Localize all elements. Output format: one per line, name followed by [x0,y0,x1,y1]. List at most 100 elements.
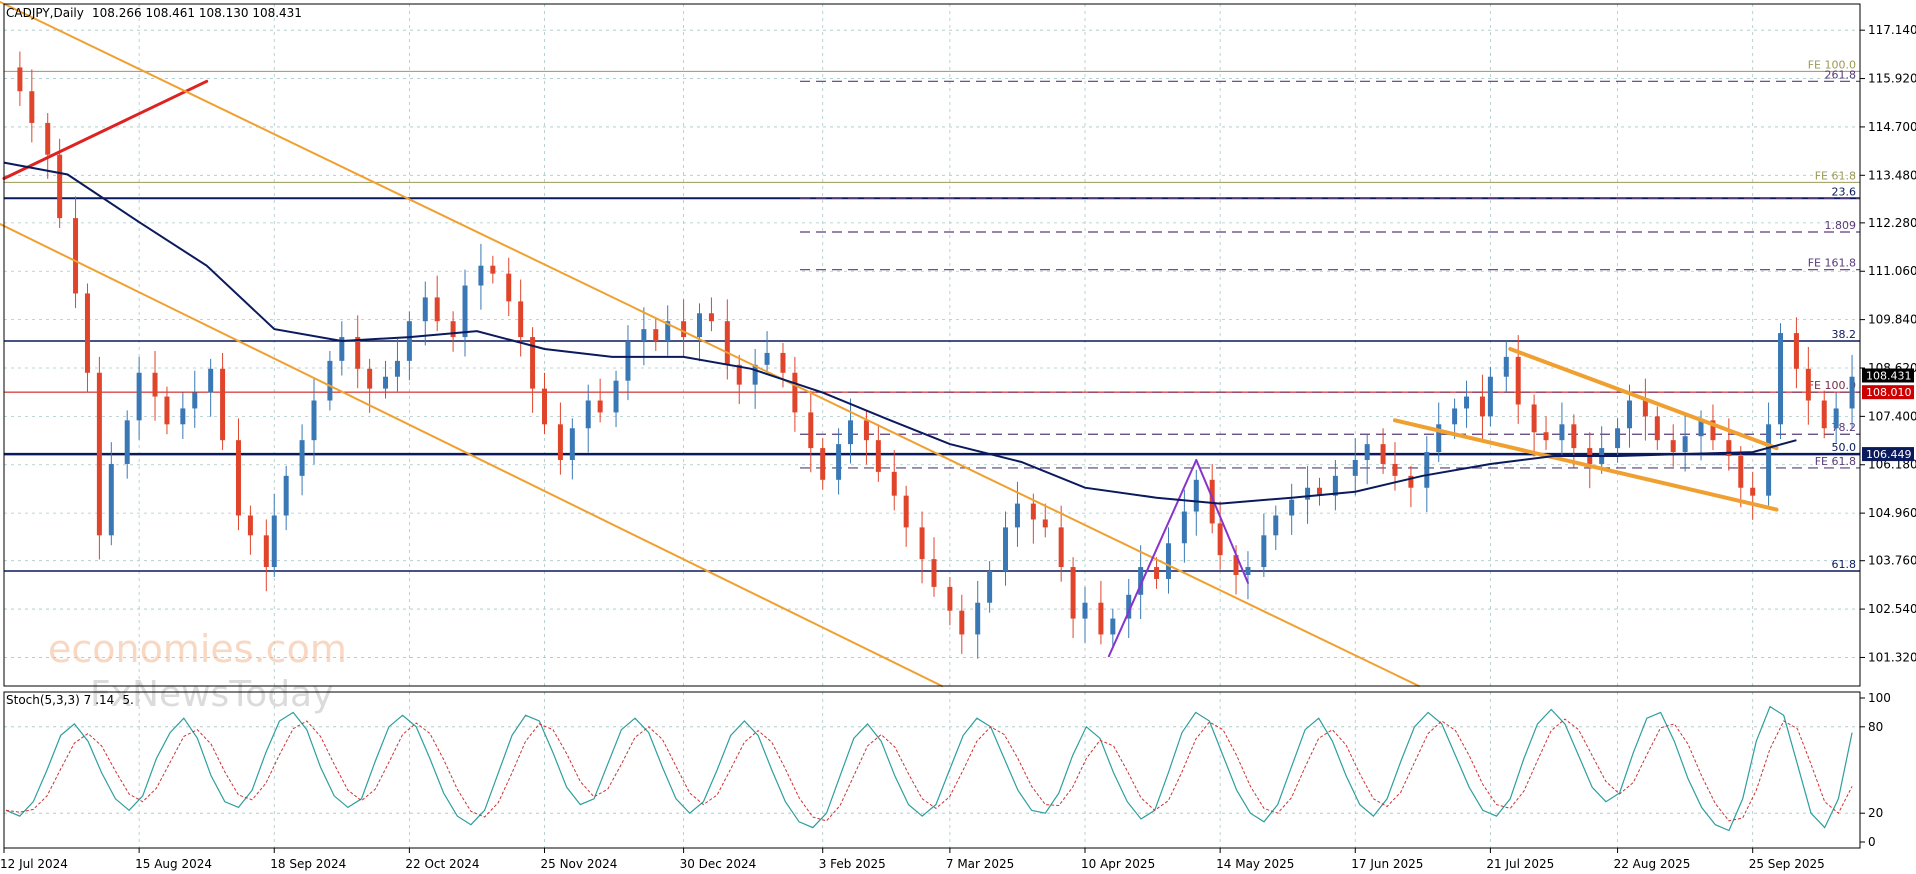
candle-body [355,337,361,369]
candle-body [697,313,703,338]
candle-body [1515,356,1521,405]
candlesticks [17,51,1855,659]
candle-body [1042,519,1048,528]
fib-label: FE 161.8 [1808,257,1856,270]
candle-body [1464,396,1470,409]
level-label: 50.0 [1832,441,1857,454]
candle-body [152,372,158,397]
candle-body [1233,555,1239,575]
candle-body [84,293,90,373]
stoch-label-tail: 5. [122,693,133,707]
stochastic-panel [4,705,1860,832]
candle-body [1436,424,1442,453]
watermark-text: economies.com [48,627,347,671]
candle-body [247,515,253,536]
trendline [0,222,943,687]
price-tag-label: 108.010 [1866,386,1912,399]
candle-body [1030,503,1036,520]
candle-body [311,400,317,441]
price-tick-label: 109.840 [1868,313,1916,327]
trendline [1508,346,1779,451]
price-tag-bg [1862,368,1914,383]
candle-body [1821,400,1827,429]
date-tick-label: 18 Sep 2024 [270,857,346,871]
candle-body [450,321,456,338]
candle-body [1014,503,1020,528]
candle-body [959,610,965,635]
price-panel-frame [3,3,1861,687]
candle-body [164,396,170,425]
candle-body [434,297,440,322]
date-tick-label: 30 Dec 2024 [680,857,757,871]
candle-body [947,586,953,611]
candle-body [1098,602,1104,635]
candle-body [506,273,512,302]
candle-body [96,372,102,536]
candle-body [764,352,770,365]
candle-body [1642,400,1648,417]
candle-body [1408,475,1414,488]
candle-body [653,329,659,342]
candle-body [136,372,142,421]
candle-body [1181,511,1187,544]
axes: 117.140 115.920 114.700 113.480 112.280 111.0… [0,3,1916,871]
candle-body [263,535,269,568]
price-tick-label: 102.540 [1868,602,1916,616]
price-tag-label: 106.449 [1866,448,1912,461]
candle-body [1487,376,1493,417]
candle-body [1682,436,1688,453]
candle-body [283,475,289,516]
candle-body [1305,487,1311,500]
level-label: FE 61.8 [1815,169,1856,182]
candle-body [1126,594,1132,619]
price-tick-label: 113.480 [1868,168,1916,182]
trendlines [0,0,1779,687]
candle-body [383,376,389,389]
candle-body [327,360,333,401]
candle-body [1849,376,1855,409]
candle-body [752,364,758,385]
candle-body [490,265,496,274]
candle-body [1364,444,1370,460]
price-tick-label: 114.700 [1868,120,1916,134]
stoch-tick-label: 20 [1868,806,1883,820]
chart-header: CADJPY,Daily [6,6,84,20]
price-tick-label: 103.760 [1868,554,1916,568]
candle-body [220,368,226,441]
candle-body [1003,527,1009,572]
level-label: 38.2 [1832,328,1857,341]
candle-body [17,67,23,92]
fib-label: FE 61.8 [1815,455,1856,468]
candle-body [1193,479,1199,512]
price-tick-label: 106.180 [1868,458,1916,472]
candle-body [848,420,854,445]
candle-body [1070,567,1076,619]
candle-body [108,463,114,536]
trendline [0,0,1420,687]
price-tag-bg [1862,447,1914,462]
candle-body [613,380,619,413]
trendline [1107,458,1198,658]
candle-body [1626,400,1632,429]
date-tick-label: 25 Sep 2025 [1749,857,1825,871]
candle-body [1805,368,1811,401]
candle-body [235,440,241,516]
date-tick-label: 7 Mar 2025 [946,857,1014,871]
candle-body [1245,567,1251,575]
candle-body [1479,396,1485,417]
date-tick-label: 25 Nov 2024 [541,857,618,871]
stoch-signal-line [5,718,1853,822]
candle-body [1332,475,1338,496]
date-tick-label: 17 Jun 2025 [1351,857,1423,871]
candle-body [1138,567,1144,595]
candle-body [863,420,869,441]
candle-body [208,368,214,393]
candle-body [585,400,591,429]
candle-body [422,297,428,322]
candle-body [1452,408,1458,425]
candle-body [808,412,814,449]
candle-body [1352,459,1358,476]
price-tick-label: 117.140 [1868,23,1916,37]
trendline [1195,458,1249,584]
